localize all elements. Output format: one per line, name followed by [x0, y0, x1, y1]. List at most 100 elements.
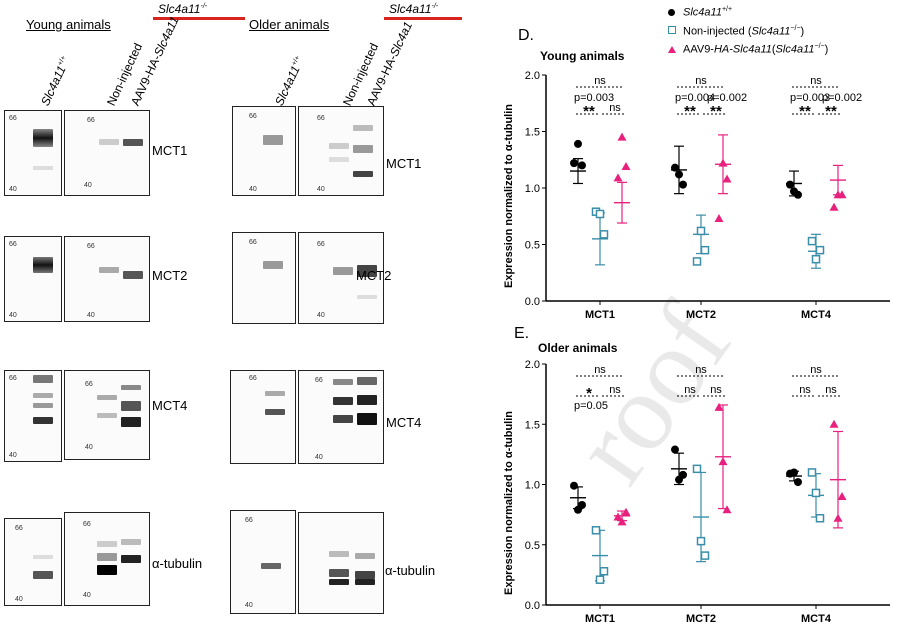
data-point-circle: [671, 163, 679, 172]
data-point-circle: [671, 445, 679, 454]
sig-label-right: ns: [710, 384, 722, 396]
data-point-triangle: [718, 457, 728, 466]
blot-older-ko-mct2: 66 40: [298, 232, 384, 324]
young-ko-red-line: [153, 17, 245, 20]
sig-label-top: ns: [810, 364, 822, 376]
data-point-triangle: [837, 492, 847, 501]
legend: Slc4a11+/+ Non-injected (Slc4a11−/−) AAV…: [668, 2, 828, 58]
blot-young-wt-mct1: 66 40: [4, 110, 62, 196]
data-point-circle: [578, 161, 586, 170]
y-tick-label: 0.5: [525, 540, 540, 552]
mw-marker-66: 66: [9, 115, 17, 122]
chart-title: Older animals: [538, 341, 618, 355]
blot-older-ko-mct1: 66 40: [298, 106, 384, 196]
p-value-label: p=0.002: [707, 92, 747, 104]
sig-label-left: **: [684, 103, 696, 120]
young-ko-genotype-label: Slc4a11-/-: [158, 2, 208, 16]
older-ko-red-line: [384, 17, 462, 20]
data-point-square: [599, 567, 609, 576]
data-point-triangle: [829, 419, 839, 428]
mw-marker-66: 66: [317, 241, 325, 248]
sig-label-top: ns: [810, 75, 822, 87]
mw-marker-40: 40: [9, 312, 17, 319]
mw-marker-40: 40: [249, 186, 257, 193]
mw-marker-66: 66: [317, 115, 325, 122]
mw-marker-66: 66: [249, 239, 257, 246]
protein-label-tubulin-older: α-tubulin: [385, 563, 436, 578]
p-value-label: p=0.003: [790, 92, 830, 104]
data-point-square: [700, 245, 710, 255]
data-point-circle: [790, 468, 798, 477]
data-point-circle: [570, 159, 578, 168]
mw-marker-66: 66: [9, 375, 17, 382]
x-tick-label: MCT2: [686, 613, 716, 625]
data-point-triangle: [722, 174, 732, 183]
mw-marker-66: 66: [249, 375, 257, 382]
mw-marker-40: 40: [317, 312, 325, 319]
data-point-circle: [794, 190, 802, 199]
mw-marker-40: 40: [15, 596, 23, 603]
mw-marker-66: 66: [85, 381, 93, 388]
blot-young-ko-mct4: 66 40: [64, 370, 150, 460]
chart-title: Young animals: [540, 49, 625, 63]
mw-marker-40: 40: [315, 454, 323, 461]
protein-label-mct1-older: MCT1: [386, 156, 422, 171]
chart-older-animals: E. Older animals Expression normalized t…: [503, 325, 890, 625]
mw-marker-40: 40: [9, 186, 17, 193]
y-tick-label: 2.0: [525, 359, 540, 371]
data-point-square: [700, 551, 710, 560]
blot-young-wt-tubulin: 66 40: [4, 518, 62, 606]
data-point-triangle: [714, 214, 724, 223]
data-point-circle: [570, 481, 578, 490]
protein-label-mct2-older: MCT2: [356, 268, 392, 283]
protein-label-tubulin-young: α-tubulin: [152, 556, 203, 571]
mw-marker-66: 66: [315, 377, 323, 384]
mw-marker-66: 66: [87, 117, 95, 124]
data-point-triangle: [613, 512, 623, 521]
data-point-square: [815, 245, 825, 255]
data-point-square: [595, 209, 605, 219]
data-point-square: [807, 236, 817, 246]
blot-young-wt-mct4: 66 40: [4, 370, 62, 462]
data-point-triangle: [613, 173, 623, 182]
data-point-square: [807, 468, 817, 477]
p-value-label: p=0.05: [574, 400, 608, 412]
sig-label-top: ns: [594, 75, 606, 87]
data-point-square: [599, 230, 609, 239]
chart-young-animals: D. Young animals Expression normalized t…: [503, 27, 890, 320]
y-tick-label: 0.0: [525, 296, 540, 308]
protein-label-mct4-young: MCT4: [152, 398, 188, 413]
data-point-triangle: [718, 158, 728, 167]
data-point-square: [692, 464, 702, 474]
data-point-circle: [794, 478, 802, 487]
sig-label-left: ns: [684, 384, 696, 396]
data-point-triangle: [829, 202, 839, 211]
sig-label-left: **: [583, 103, 595, 120]
data-point-square: [595, 575, 605, 584]
legend-item-aav: AAV9-HA-Slc4a11(Slc4a11−/−): [668, 39, 828, 58]
data-point-triangle: [617, 517, 627, 526]
mw-marker-40: 40: [83, 592, 91, 599]
data-point-triangle: [621, 162, 631, 171]
data-point-square: [811, 488, 821, 498]
mw-marker-40: 40: [87, 312, 95, 319]
circle-marker-icon: [668, 8, 675, 16]
y-axis-label: Expression normalized to α-tubulin: [503, 104, 515, 288]
mw-marker-66: 66: [83, 521, 91, 528]
data-point-circle: [786, 180, 794, 189]
data-point-triangle: [714, 402, 724, 411]
y-tick-label: 1.5: [525, 419, 540, 431]
young-animals-heading: Young animals: [26, 17, 111, 32]
data-point-square: [815, 513, 825, 523]
protein-label-mct1-young: MCT1: [152, 143, 188, 158]
legend-item-noninjected: Non-injected (Slc4a11−/−): [668, 21, 828, 40]
sig-label-left: ns: [799, 384, 811, 396]
legend-item-wt: Slc4a11+/+: [668, 2, 828, 21]
sig-label-left: *: [586, 385, 592, 402]
y-tick-label: 1.0: [525, 480, 540, 492]
blot-older-wt-tubulin: 66 40: [230, 510, 296, 614]
data-point-square: [591, 526, 601, 535]
y-tick-label: 0.5: [525, 240, 540, 252]
x-tick-label: MCT1: [585, 613, 615, 625]
panel-letter-e: E.: [514, 325, 529, 342]
